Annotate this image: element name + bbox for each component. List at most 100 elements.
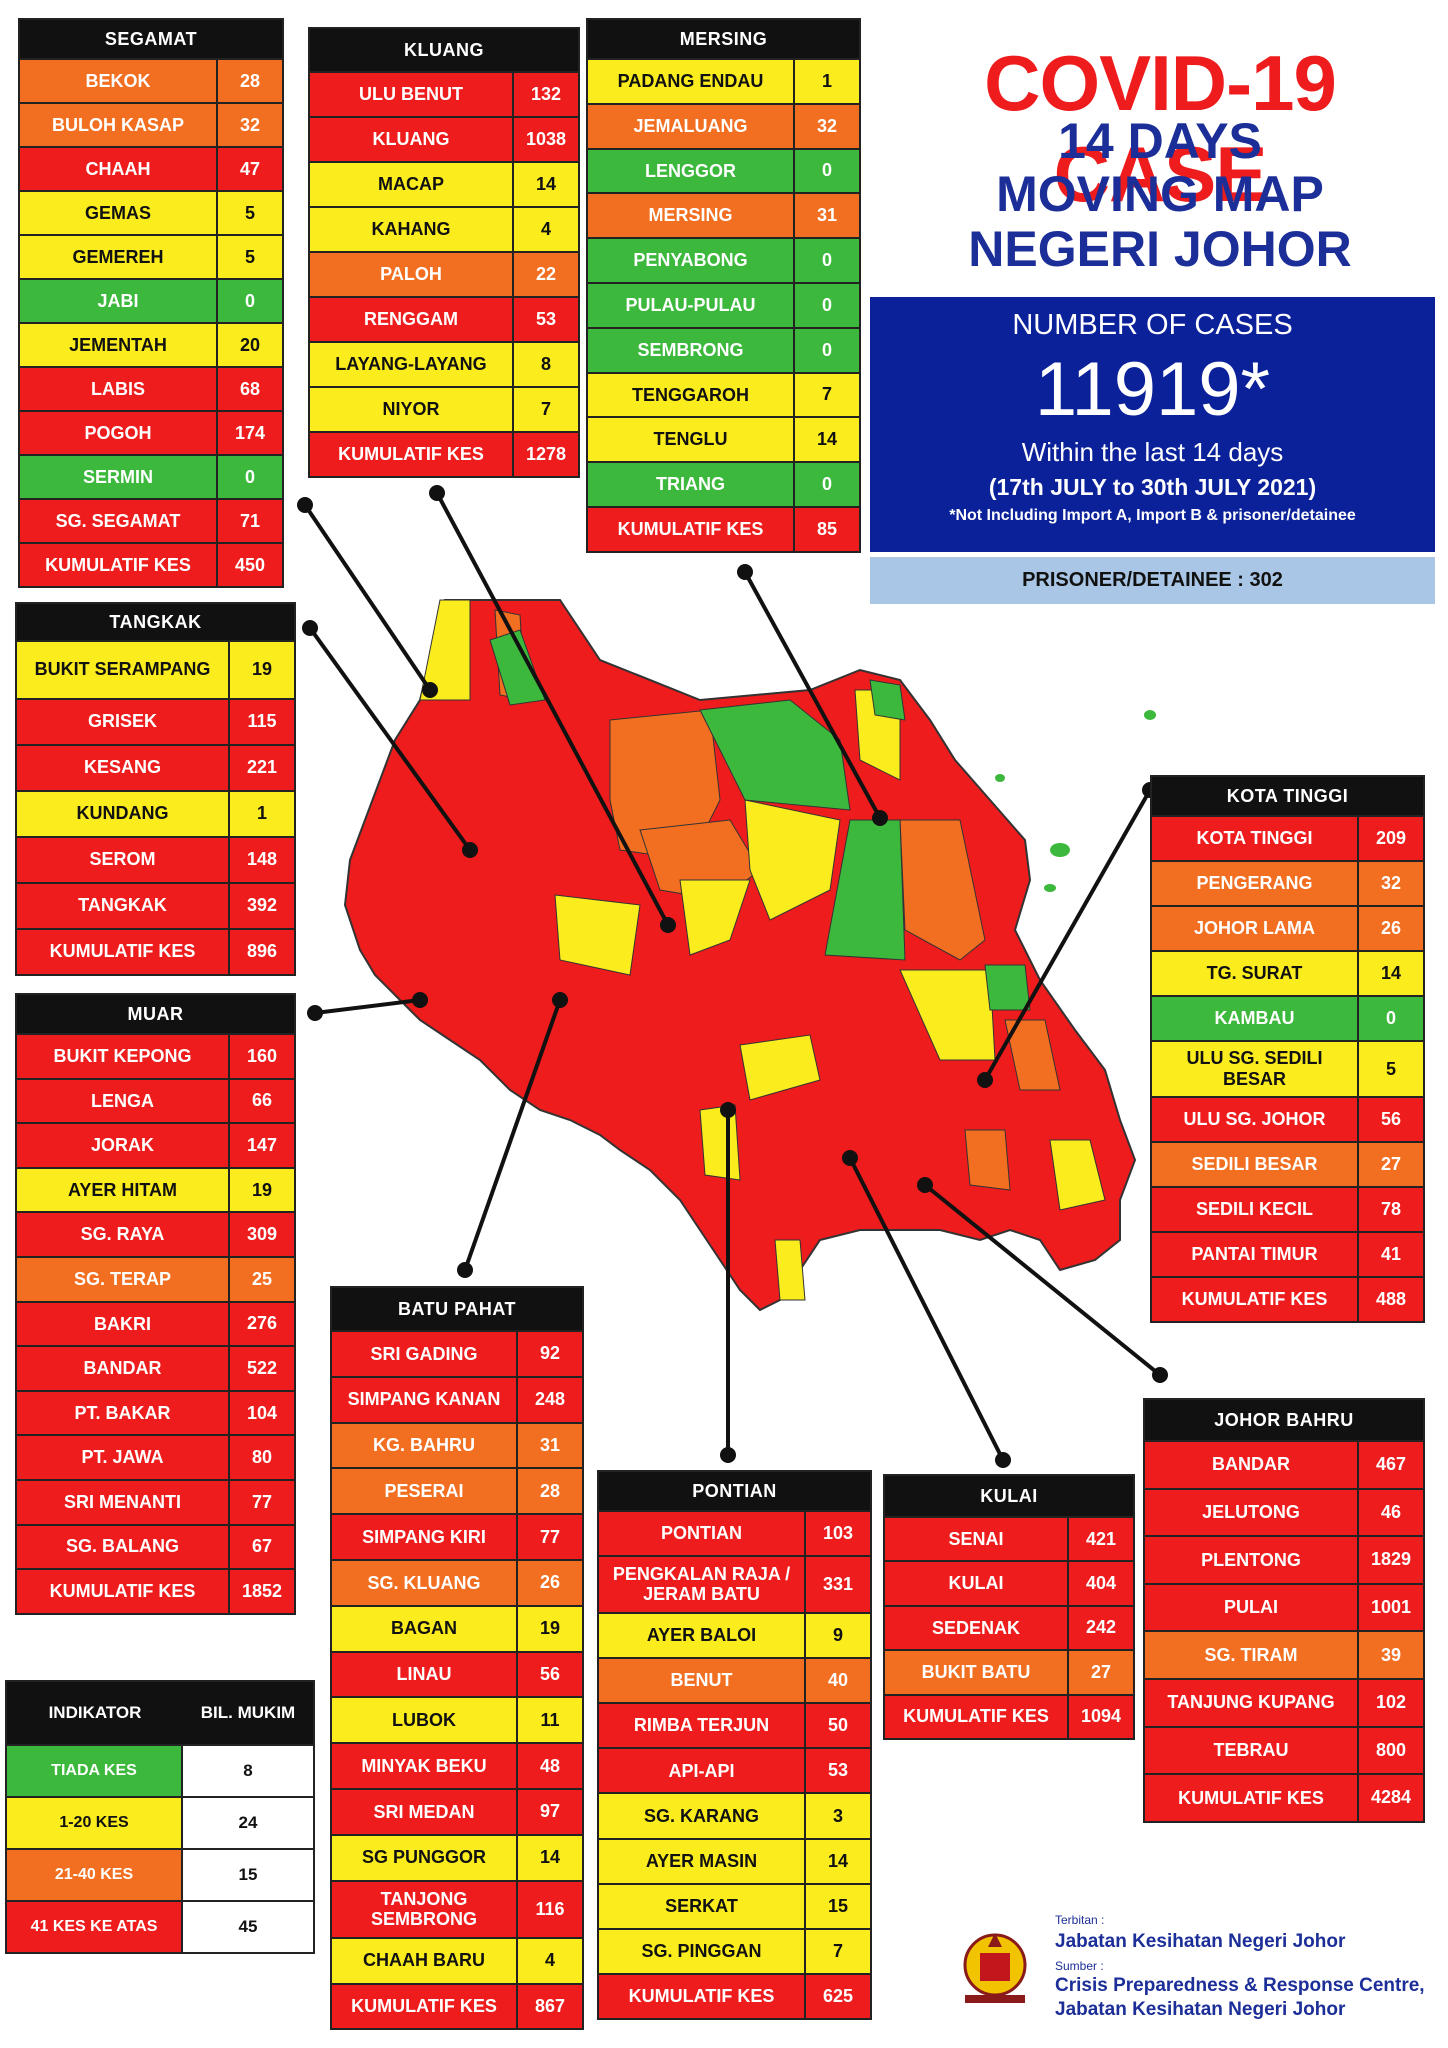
table-row: PENYABONG 0: [588, 237, 859, 282]
map-region-gemas: [419, 599, 471, 701]
cases-summary: NUMBER OF CASES 11919* Within the last 1…: [870, 297, 1435, 552]
legend-row: TIADA KES 8: [7, 1744, 313, 1796]
case-count: 867: [534, 1996, 566, 2016]
table-row: KAHANG 4: [310, 206, 578, 251]
mukim-name: KG. BAHRU: [332, 1423, 518, 1468]
legend-label: 41 KES KE ATAS: [7, 1902, 183, 1952]
case-count: 32: [1380, 873, 1402, 893]
table-row: TANJONG SEMBRONG 116: [332, 1879, 582, 1937]
mukim-name: BULOH KASAP: [20, 104, 218, 146]
case-count: 53: [827, 1760, 849, 1781]
mukim-name: PESERAI: [332, 1469, 518, 1514]
mukim-name: TENGGAROH: [588, 373, 795, 417]
table-row: BEKOK 28: [20, 58, 282, 102]
case-count: 800: [1375, 1739, 1407, 1760]
legend-row: 1-20 KES 24: [7, 1796, 313, 1848]
case-count: 32: [239, 114, 261, 135]
case-count: 4: [544, 1950, 555, 1971]
case-count: 31: [816, 205, 838, 226]
case-count: 22: [535, 264, 557, 284]
case-count: 116: [535, 1898, 565, 1919]
table-row: KESANG 221: [17, 743, 294, 790]
table-row: SRI GADING 92: [332, 1330, 582, 1376]
case-count: 102: [1375, 1692, 1407, 1713]
case-count: 25: [251, 1268, 273, 1289]
mukim-name: BAKRI: [17, 1302, 230, 1346]
legend: INDIKATOR BIL. MUKIM TIADA KES 8 1-20 KES 2…: [5, 1680, 315, 1954]
table-row: SEDENAK 242: [885, 1604, 1133, 1650]
table-row: KUNDANG 1: [17, 789, 294, 836]
table-row: GEMAS 5: [20, 190, 282, 234]
case-count: 4284: [1370, 1787, 1412, 1808]
mukim-name: KLUANG: [310, 118, 514, 161]
table-row: JORAK 147: [17, 1122, 294, 1167]
table-row: LAYANG-LAYANG 8: [310, 341, 578, 386]
case-count: 8: [540, 354, 551, 374]
case-count: 522: [246, 1357, 278, 1378]
case-count: 4: [540, 219, 551, 239]
case-count: 0: [244, 290, 255, 311]
table-row: KOTA TINGGI 209: [1152, 815, 1423, 860]
mukim-name: PULAI: [1145, 1584, 1359, 1631]
table-row: LINAU 56: [332, 1650, 582, 1697]
table-row: SEMBRONG 0: [588, 326, 859, 372]
prisoner-count: PRISONER/DETAINEE : 302: [870, 557, 1435, 604]
source-line-2: Jabatan Kesihatan Negeri Johor: [1055, 1999, 1346, 2020]
map-region-triang: [869, 679, 906, 721]
case-count: 1278: [525, 444, 567, 464]
mukim-name: TANJONG SEMBRONG: [332, 1881, 518, 1937]
case-count: 0: [821, 250, 832, 271]
table-row: ULU BENUT 132: [310, 71, 578, 116]
case-count: 115: [247, 711, 277, 731]
mukim-name: SG. TERAP: [17, 1257, 230, 1301]
mukim-name: AYER BALOI: [599, 1613, 806, 1657]
total-row: KUMULATIF KES 1278: [310, 431, 578, 476]
table-row: KG. BAHRU 31: [332, 1421, 582, 1468]
case-count: 14: [1380, 963, 1402, 983]
table-row: SG. RAYA 309: [17, 1211, 294, 1256]
mukim-name: RIMBA TERJUN: [599, 1704, 806, 1748]
mukim-name: BUKIT BATU: [885, 1651, 1069, 1694]
map-region-pontian-s: [699, 1104, 741, 1181]
table-row: API-API 53: [599, 1747, 870, 1793]
case-count: 19: [539, 1618, 561, 1639]
table-row: SG. SEGAMAT 71: [20, 498, 282, 542]
table-row: LENGGOR 0: [588, 147, 859, 193]
mukim-name: ULU SG. SEDILI BESAR: [1152, 1042, 1359, 1097]
table-row: SIMPANG KANAN 248: [332, 1375, 582, 1422]
table-row: SG. TIRAM 39: [1145, 1630, 1423, 1678]
mukim-name: GEMAS: [20, 192, 218, 234]
case-count: 41: [1380, 1244, 1402, 1265]
legend-col-indikator: INDIKATOR: [48, 1703, 142, 1722]
table-row: SEROM 148: [17, 835, 294, 882]
case-count: 331: [822, 1573, 854, 1594]
table-row: RIMBA TERJUN 50: [599, 1702, 870, 1748]
table-row: CHAAH 47: [20, 146, 282, 190]
mukim-name: PENGERANG: [1152, 862, 1359, 905]
case-count: 148: [246, 849, 278, 869]
case-count: 276: [246, 1313, 278, 1334]
mukim-name: BUKIT SERAMPANG: [17, 642, 230, 698]
mukim-name: KUMULATIF KES: [1145, 1775, 1359, 1821]
mukim-name: KUNDANG: [17, 791, 230, 836]
case-count: 14: [827, 1850, 849, 1871]
table-tangkak: TANGKAK BUKIT SERAMPANG 19 GRISEK 115 KESANG 2…: [15, 602, 296, 976]
legend-col-mukim: BIL. MUKIM: [200, 1703, 296, 1722]
footer: Terbitan : Jabatan Kesihatan Negeri Joho…: [950, 1905, 1445, 2035]
mukim-name: CHAAH BARU: [332, 1938, 518, 1983]
mukim-name: KESANG: [17, 745, 230, 790]
case-count: 221: [246, 757, 278, 777]
table-kluang: KLUANG ULU BENUT 132 KLUANG 1038 MACAP 14 KAHAN…: [308, 27, 580, 478]
case-count: 404: [1085, 1573, 1117, 1594]
table-row: PENGKALAN RAJA / JERAM BATU 331: [599, 1555, 870, 1612]
table-row: BUKIT SERAMPANG 19: [17, 640, 294, 698]
table-row: JEMENTAH 20: [20, 322, 282, 366]
table-header: BATU PAHAT: [332, 1288, 582, 1330]
mukim-name: KUMULATIF KES: [17, 929, 230, 974]
table-row: TANJUNG KUPANG 102: [1145, 1677, 1423, 1726]
legend-label: TIADA KES: [7, 1746, 183, 1796]
case-count: 0: [821, 339, 832, 360]
mukim-name: SRI MENANTI: [17, 1480, 230, 1524]
mukim-name: GEMEREH: [20, 236, 218, 278]
case-count: 9: [832, 1624, 843, 1645]
